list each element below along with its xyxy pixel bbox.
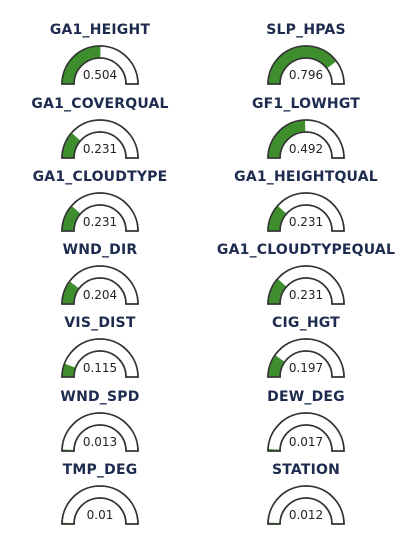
gauge-value: 0.115 [82,361,118,375]
gauge-label: WND_DIR [62,242,138,258]
gauge-chart [267,192,345,232]
gauge-value: 0.492 [288,142,324,156]
gauge-ga1-cloudtypequal: GA1_CLOUDTYPEQUAL 0.231 [206,242,406,312]
gauge-outline [61,119,139,159]
gauge-chart [61,338,139,378]
gauge-label: SLP_HPAS [266,22,346,38]
gauge-chart [267,412,345,452]
gauge-outline [61,45,139,85]
gauge-outline [61,192,139,232]
gauge-wnd-dir: WND_DIR 0.204 [0,242,200,312]
gauge-tmp-deg: TMP_DEG 0.01 [0,462,200,532]
gauge-slp-hpas: SLP_HPAS 0.796 [206,22,406,92]
gauge-label: GA1_HEIGHTQUAL [234,169,378,185]
gauge-label: DEW_DEG [267,389,345,405]
gauge-outline [267,192,345,232]
gauge-outline [267,45,345,85]
gauge-value: 0.796 [288,68,324,82]
gauge-outline [267,338,345,378]
gauge-chart [61,485,139,525]
gauge-value: 0.017 [288,435,324,449]
gauge-value: 0.204 [82,288,118,302]
gauge-label: WND_SPD [60,389,140,405]
gauge-outline [267,265,345,305]
gauge-outline [61,412,139,452]
gauge-fill [268,46,337,84]
gauge-value: 0.01 [86,508,114,522]
gauge-value: 0.013 [82,435,118,449]
gauge-fill [268,205,287,231]
gauge-chart [61,265,139,305]
gauge-value: 0.197 [288,361,324,375]
gauge-value: 0.012 [288,508,324,522]
gauge-label: TMP_DEG [62,462,138,478]
gauge-label: GA1_COVERQUAL [31,96,169,112]
gauge-value: 0.231 [288,288,324,302]
gauge-label: CIG_HGT [272,315,340,331]
gauge-outline [61,485,139,525]
gauge-label: GA1_HEIGHT [49,22,151,38]
gauge-fill [268,278,287,304]
gauge-ga1-cloudtype: GA1_CLOUDTYPE 0.231 [0,169,200,239]
gauge-cig-hgt: CIG_HGT 0.197 [206,315,406,385]
gauge-chart [61,45,139,85]
gauge-chart [267,485,345,525]
gauge-outline [61,265,139,305]
gauge-fill [62,132,81,158]
gauge-value: 0.504 [82,68,118,82]
gauge-label: GF1_LOWHGT [251,96,361,112]
gauge-value: 0.231 [82,142,118,156]
gauge-label: STATION [271,462,341,478]
gauge-wnd-spd: WND_SPD 0.013 [0,389,200,459]
gauge-label: GA1_CLOUDTYPEQUAL [216,242,396,258]
gauge-fill [268,120,306,158]
gauge-chart [267,45,345,85]
gauge-value: 0.231 [288,215,324,229]
gauge-chart [267,265,345,305]
gauge-fill [62,363,76,377]
gauge-chart [61,119,139,159]
gauge-chart [61,192,139,232]
gauge-ga1-coverqual: GA1_COVERQUAL 0.231 [0,96,200,166]
gauge-ga1-heightqual: GA1_HEIGHTQUAL 0.231 [206,169,406,239]
gauge-outline [267,412,345,452]
gauge-fill [62,205,81,231]
gauge-chart [267,119,345,159]
gauge-value: 0.231 [82,215,118,229]
gauge-vis-dist: VIS_DIST 0.115 [0,315,200,385]
gauge-gf1-lowhgt: GF1_LOWHGT 0.492 [206,96,406,166]
gauge-ga1-height: GA1_HEIGHT 0.504 [0,22,200,92]
gauge-outline [267,485,345,525]
gauge-station: STATION 0.012 [206,462,406,532]
gauge-outline [267,119,345,159]
gauge-chart [61,412,139,452]
gauge-dew-deg: DEW_DEG 0.017 [206,389,406,459]
gauge-outline [61,338,139,378]
gauge-label: VIS_DIST [64,315,136,331]
gauge-chart [267,338,345,378]
gauge-label: GA1_CLOUDTYPE [32,169,168,185]
